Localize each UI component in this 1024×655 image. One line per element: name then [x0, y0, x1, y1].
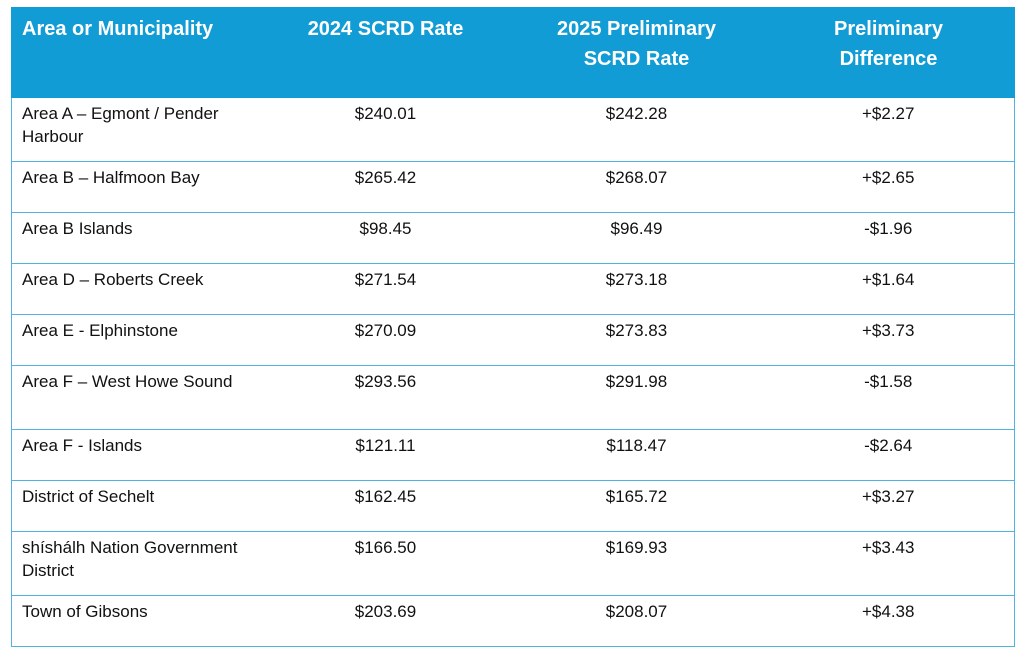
cell-area: District of Sechelt — [11, 480, 261, 532]
cell-difference: +$2.27 — [762, 97, 1015, 162]
cell-2025-rate: $96.49 — [510, 212, 763, 264]
table-row: Area E - Elphinstone $270.09 $273.83 +$3.73 — [11, 314, 1015, 366]
header-difference-line-2: Difference — [839, 48, 938, 70]
cell-2024-rate: $270.09 — [260, 314, 511, 366]
cell-2024-rate: $293.56 — [260, 365, 511, 430]
cell-difference: -$1.58 — [762, 365, 1015, 430]
table-row: District of Sechelt $162.45 $165.72 +$3.27 — [11, 480, 1015, 532]
table-row: Area F - Islands $121.11 $118.47 -$2.64 — [11, 429, 1015, 481]
cell-2024-rate: $240.01 — [260, 97, 511, 162]
header-difference-line-1: Preliminary — [834, 18, 943, 40]
cell-area: Area B – Halfmoon Bay — [11, 161, 261, 213]
table-body: Area A – Egmont / Pender Harbour $240.01 $… — [11, 97, 1015, 647]
cell-2025-rate: $268.07 — [510, 161, 763, 213]
cell-2024-rate: $121.11 — [260, 429, 511, 481]
cell-2025-rate: $273.18 — [510, 263, 763, 315]
cell-difference: +$4.38 — [762, 595, 1015, 647]
cell-area: shíshálh Nation Government District — [11, 531, 261, 596]
cell-difference: +$3.27 — [762, 480, 1015, 532]
table-header-row: Area or Municipality 2024 SCRD Rate 2025… — [11, 7, 1015, 98]
cell-2025-rate: $273.83 — [510, 314, 763, 366]
cell-2025-rate: $208.07 — [510, 595, 763, 647]
header-2025-rate-line-2: SCRD Rate — [583, 48, 690, 70]
table-row: Area F – West Howe Sound $293.56 $291.98 -$… — [11, 365, 1015, 430]
header-2025-rate-line-1: 2025 Preliminary — [557, 18, 716, 40]
cell-difference: -$1.96 — [762, 212, 1015, 264]
header-difference: Preliminary Difference — [762, 7, 1015, 98]
cell-2025-rate: $242.28 — [510, 97, 763, 162]
cell-2025-rate: $291.98 — [510, 365, 763, 430]
cell-difference: +$3.73 — [762, 314, 1015, 366]
table-row: Area B – Halfmoon Bay $265.42 $268.07 +$2.6… — [11, 161, 1015, 213]
cell-2024-rate: $265.42 — [260, 161, 511, 213]
cell-2025-rate: $165.72 — [510, 480, 763, 532]
cell-2024-rate: $162.45 — [260, 480, 511, 532]
cell-area: Town of Gibsons — [11, 595, 261, 647]
header-area: Area or Municipality — [11, 7, 261, 98]
cell-area: Area F - Islands — [11, 429, 261, 481]
table-row: Area B Islands $98.45 $96.49 -$1.96 — [11, 212, 1015, 264]
cell-difference: +$3.43 — [762, 531, 1015, 596]
table-row: Town of Gibsons $203.69 $208.07 +$4.38 — [11, 595, 1015, 647]
cell-area: Area D – Roberts Creek — [11, 263, 261, 315]
cell-2024-rate: $98.45 — [260, 212, 511, 264]
cell-area: Area A – Egmont / Pender Harbour — [11, 97, 261, 162]
cell-area: Area B Islands — [11, 212, 261, 264]
cell-area: Area F – West Howe Sound — [11, 365, 261, 430]
cell-difference: +$2.65 — [762, 161, 1015, 213]
table-row: Area A – Egmont / Pender Harbour $240.01 $… — [11, 97, 1015, 162]
cell-2025-rate: $169.93 — [510, 531, 763, 596]
cell-difference: +$1.64 — [762, 263, 1015, 315]
table-row: shíshálh Nation Government District $166.… — [11, 531, 1015, 596]
cell-2024-rate: $166.50 — [260, 531, 511, 596]
table-row: Area D – Roberts Creek $271.54 $273.18 +$1.… — [11, 263, 1015, 315]
scrd-rate-table: Area or Municipality 2024 SCRD Rate 2025… — [11, 7, 1015, 647]
cell-area: Area E - Elphinstone — [11, 314, 261, 366]
cell-difference: -$2.64 — [762, 429, 1015, 481]
cell-2024-rate: $271.54 — [260, 263, 511, 315]
header-2025-rate: 2025 Preliminary SCRD Rate — [510, 7, 763, 98]
header-2024-rate: 2024 SCRD Rate — [260, 7, 511, 98]
cell-2025-rate: $118.47 — [510, 429, 763, 481]
cell-2024-rate: $203.69 — [260, 595, 511, 647]
